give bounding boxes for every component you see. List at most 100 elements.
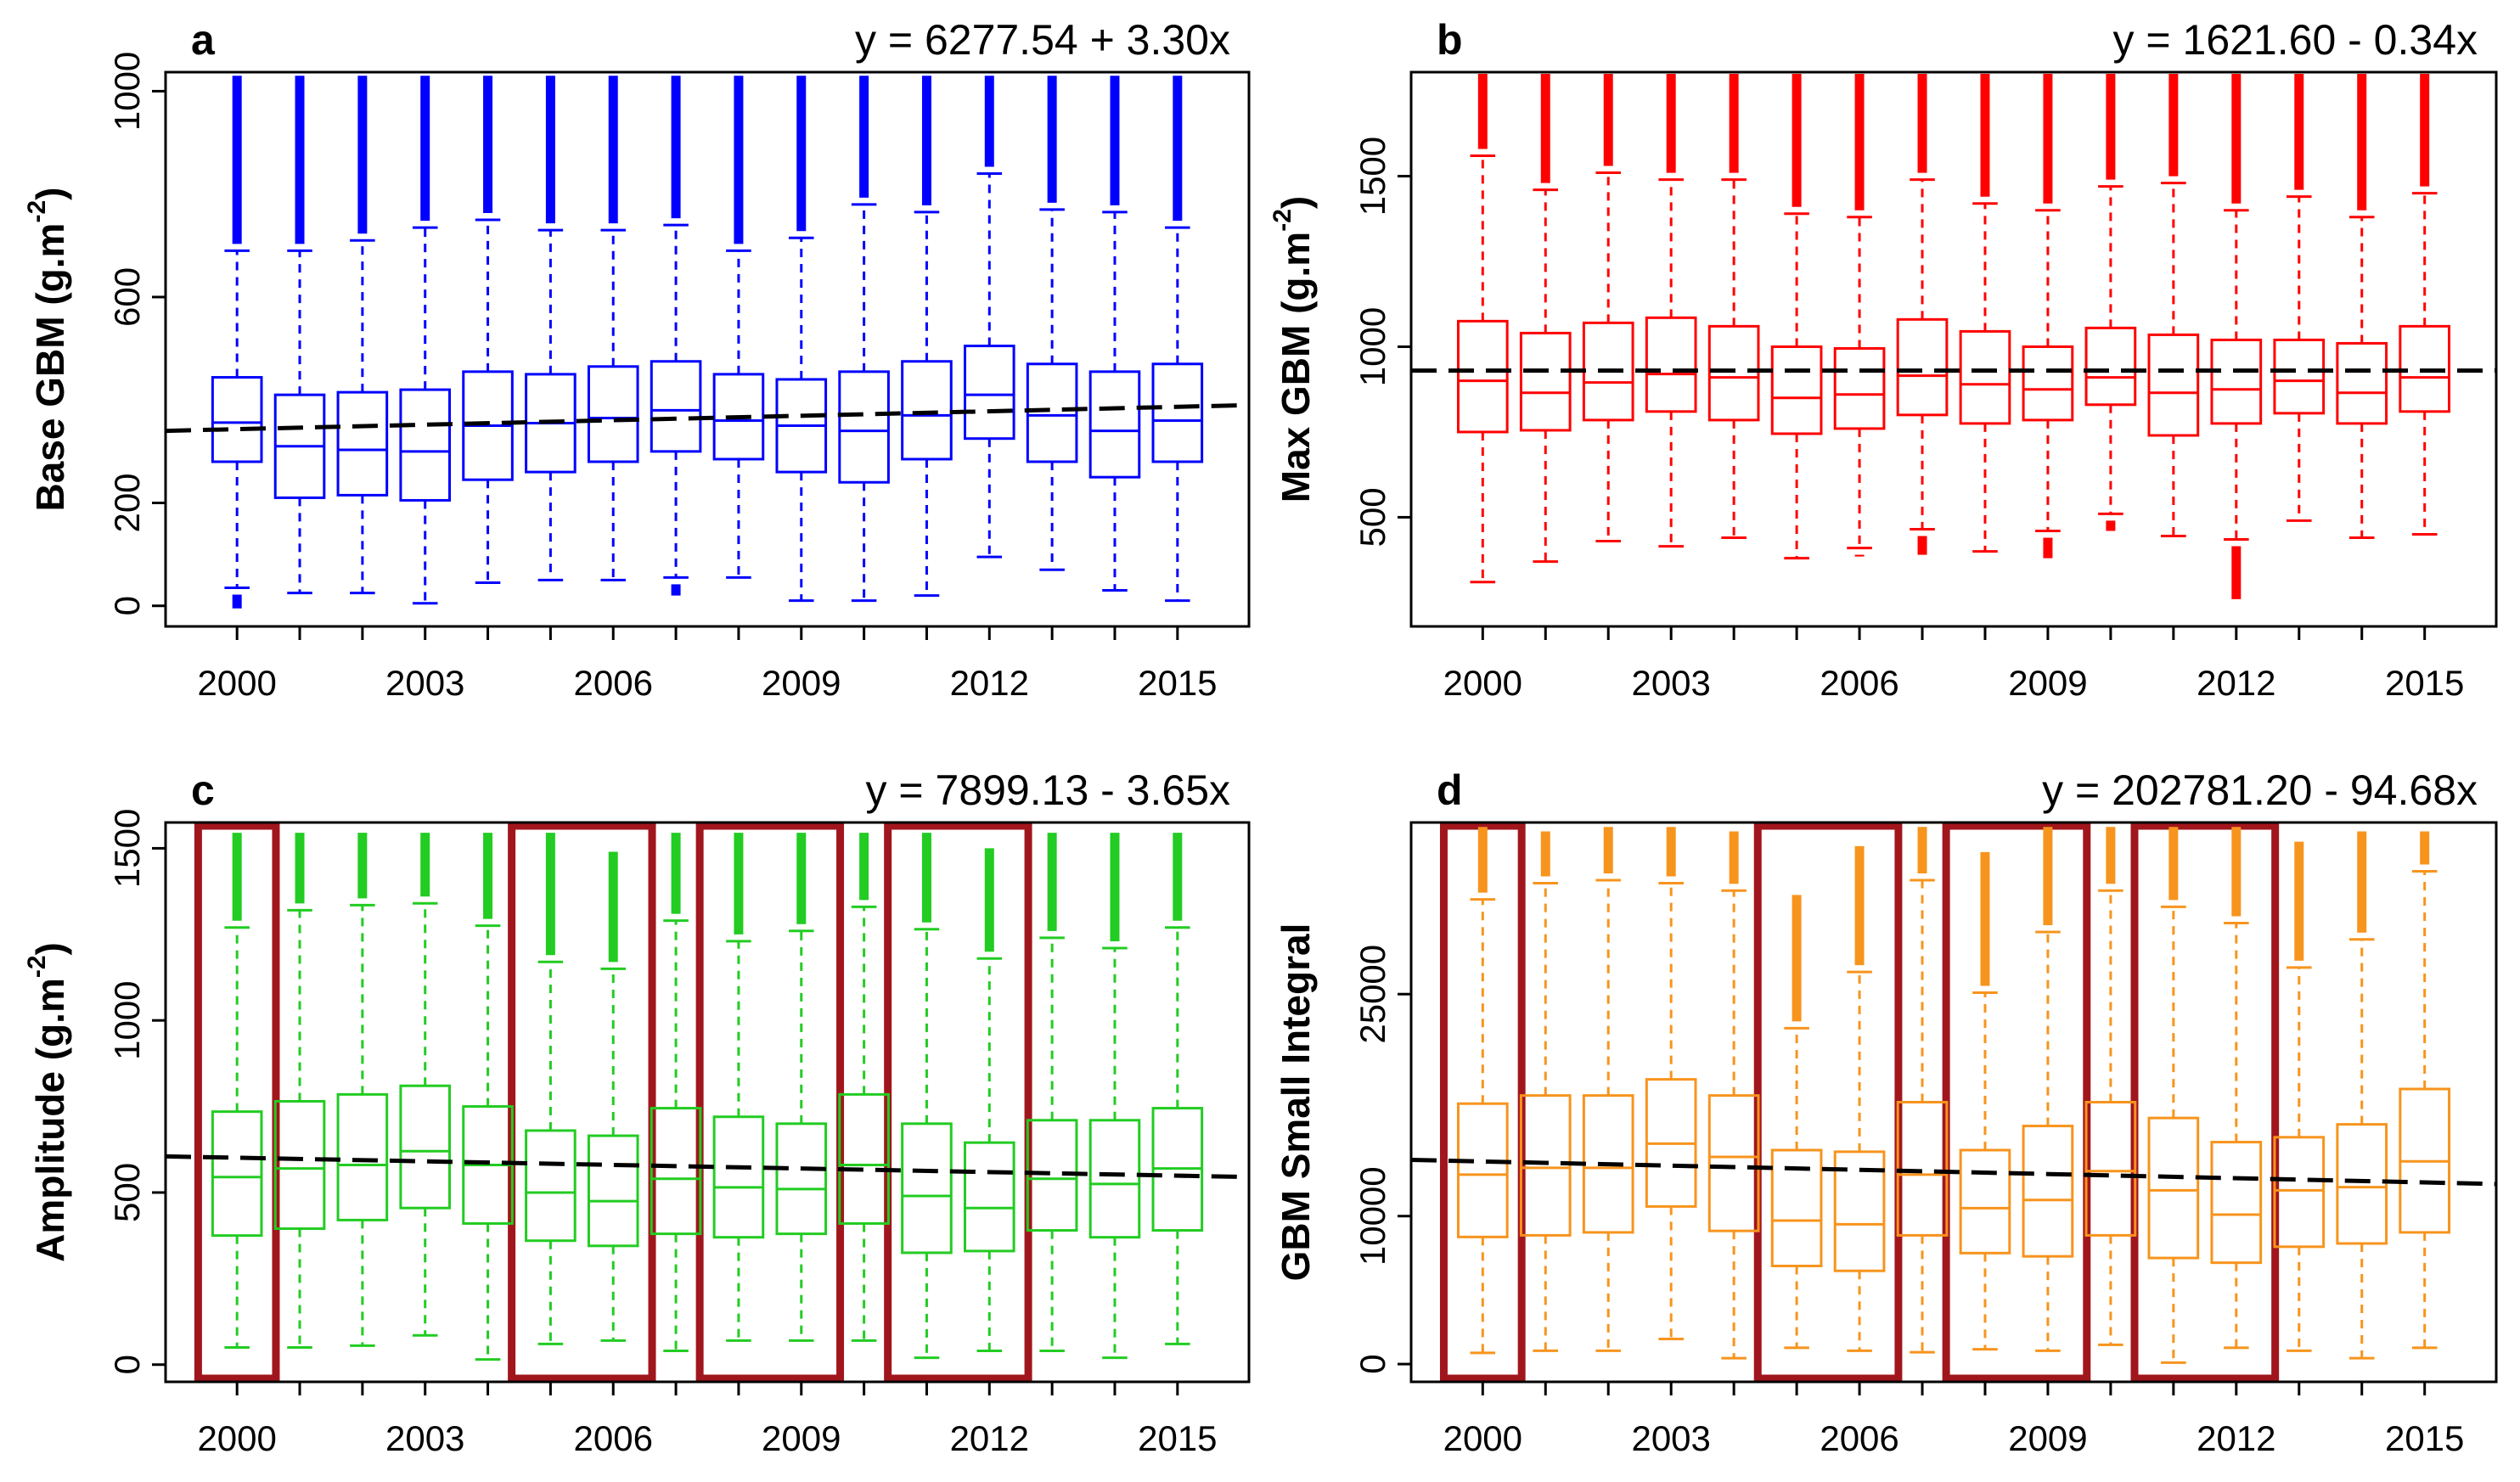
box [650, 1107, 702, 1236]
y-axis-label-sup: -2 [23, 955, 51, 978]
box-group [1519, 831, 1572, 1352]
x-tick-label: 2006 [574, 663, 653, 703]
box [1707, 1094, 1760, 1232]
box [1026, 362, 1078, 463]
trend-line [165, 402, 1250, 434]
box [211, 376, 263, 463]
x-tick-label: 2009 [762, 1418, 841, 1458]
box [525, 1129, 577, 1243]
x-tick-label: 2012 [2197, 663, 2275, 703]
box-group [712, 76, 765, 579]
box-group [775, 833, 828, 1342]
regression-equation: y = 202781.20 - 94.68x [2042, 766, 2478, 814]
box-group [2210, 827, 2263, 1350]
box-group [462, 76, 514, 584]
panel-letter: a [191, 16, 216, 64]
box-group [2336, 74, 2388, 540]
box-group [399, 76, 452, 605]
box-group [336, 833, 389, 1347]
box-group [1519, 74, 1572, 564]
box [1959, 329, 2011, 425]
box-group [211, 76, 263, 609]
x-tick-label: 2006 [1820, 1418, 1898, 1458]
y-axis-label-sup: -2 [23, 200, 51, 223]
highlight-box [2130, 822, 2280, 1383]
box-group [2084, 827, 2137, 1346]
box-group [2022, 74, 2074, 559]
box-group [336, 76, 389, 595]
x-tick-label: 2015 [1138, 663, 1217, 703]
panel: 2000 2003 2006 2009 2012 2015 0 200 600 1000 Base … [23, 16, 1251, 703]
box [211, 1110, 263, 1238]
box-group [2399, 831, 2451, 1350]
regression-equation: y = 7899.13 - 3.65x [866, 766, 1230, 814]
y-tick-label: 1000 [107, 52, 147, 131]
box-group [1707, 74, 1760, 540]
box [2084, 1101, 2137, 1237]
box [2210, 338, 2263, 425]
plot-frame [164, 70, 1251, 628]
box-group [2273, 74, 2326, 528]
y-tick-label: 0 [1353, 1354, 1392, 1373]
box [1088, 370, 1141, 479]
trend-line [1410, 1157, 2497, 1187]
y-axis-label-end: ) [28, 942, 72, 955]
box-group [1959, 74, 2011, 553]
y-axis-label: Max GBM (g.m-2) [1268, 196, 1318, 502]
box [399, 388, 452, 502]
box [838, 370, 890, 484]
panel-letter: c [191, 766, 215, 814]
box-group [1582, 74, 1634, 543]
box [1833, 1150, 1886, 1272]
x-tick-label: 2015 [2385, 1418, 2464, 1458]
y-tick-label: 500 [1353, 487, 1392, 547]
box-group [1456, 74, 1509, 584]
box-group [1707, 831, 1760, 1360]
box-group [775, 76, 828, 603]
panel-letter: b [1437, 16, 1463, 64]
y-axis-label-sup: -2 [1268, 209, 1297, 232]
box [838, 1092, 890, 1225]
box-group [1088, 76, 1141, 592]
box-group [2147, 827, 2200, 1364]
box [1088, 1119, 1141, 1239]
box [775, 1122, 828, 1236]
box-group [525, 76, 577, 581]
x-tick-label: 2006 [574, 1418, 653, 1458]
x-tick-label: 2000 [1443, 663, 1522, 703]
y-tick-label: 1000 [107, 980, 147, 1059]
box-group [901, 833, 953, 1360]
box-group [2210, 74, 2263, 599]
box [1456, 1102, 1509, 1238]
y-tick-label: 200 [107, 473, 147, 532]
box-group [712, 833, 765, 1342]
box [1896, 317, 1949, 417]
x-tick-label: 2000 [1443, 1418, 1522, 1458]
highlight-box [1942, 822, 2091, 1383]
box [2022, 1125, 2074, 1258]
box [2147, 1116, 2200, 1260]
highlight-box [508, 822, 656, 1383]
box [1151, 362, 1204, 463]
box-group [1026, 76, 1078, 571]
x-tick-label: 2006 [1820, 663, 1898, 703]
x-tick-label: 2012 [2197, 1418, 2275, 1458]
box [963, 1141, 1015, 1253]
panel-letter: d [1437, 766, 1463, 814]
box [901, 360, 953, 461]
highlight-box [1753, 822, 1903, 1383]
box-group [1582, 827, 1634, 1352]
box [1456, 319, 1509, 434]
y-axis-label-end: ) [28, 188, 72, 200]
y-axis-label-text: Max GBM (g.m [1274, 232, 1318, 502]
box-group [273, 76, 326, 595]
y-axis-label-text: Amplitude (g.m [28, 978, 72, 1262]
y-axis-label-text: GBM Small Integral [1274, 923, 1318, 1282]
x-tick-label: 2003 [1631, 1418, 1710, 1458]
box-group [1833, 74, 1886, 557]
box-group [399, 833, 452, 1337]
y-tick-label: 1500 [107, 809, 147, 888]
panel: 2000 2003 2006 2009 2012 2015 0 10000 25000 GBM S… [1274, 766, 2498, 1458]
box [2336, 341, 2388, 425]
